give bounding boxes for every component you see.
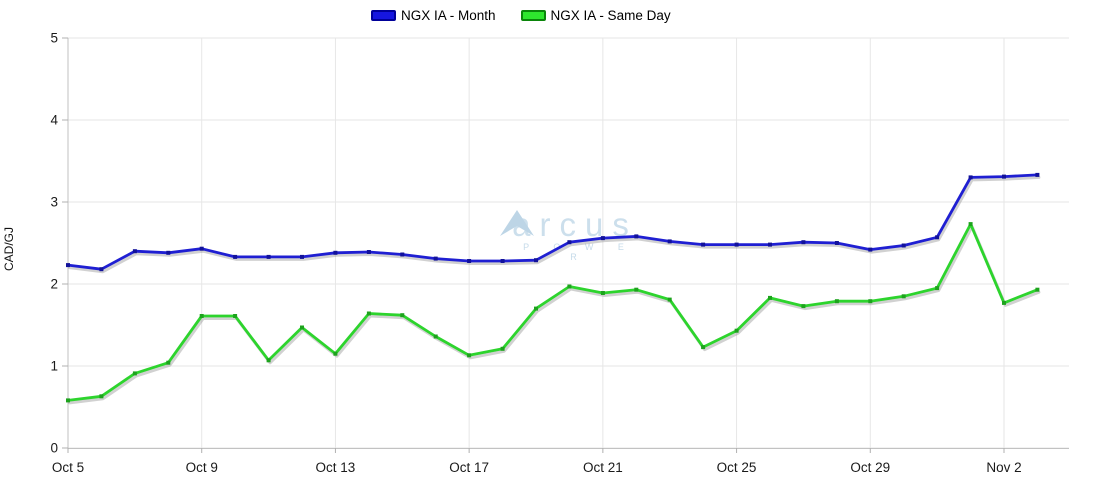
data-point-marker [968,175,973,180]
same-day-series-swatch-icon [520,10,546,21]
data-point-marker [634,234,639,239]
data-point-marker [300,325,304,330]
data-point-marker [467,353,472,358]
data-point-marker [1002,300,1006,305]
data-point-marker [199,314,204,318]
data-point-marker [400,313,405,318]
data-point-marker [801,304,806,309]
data-point-marker [166,250,171,255]
data-point-marker [734,242,739,247]
data-point-marker [534,258,538,263]
data-point-marker [199,246,204,251]
series-line-same-day [66,222,1039,402]
data-point-marker [600,291,605,295]
data-point-marker [868,299,873,304]
legend-item-month[interactable]: NGX IA - Month [371,8,496,23]
y-tick-label: 4 [50,113,58,128]
data-point-marker [266,254,271,259]
data-point-marker [233,254,238,259]
data-point-marker [300,254,304,259]
x-tick-label: Nov 2 [986,460,1021,475]
data-point-marker [467,259,472,263]
data-point-marker [500,259,505,263]
data-point-marker [1035,172,1040,177]
y-tick-label: 5 [50,31,58,46]
data-point-marker [1035,287,1040,292]
data-point-marker [132,249,137,254]
data-point-marker [968,222,973,227]
data-point-marker [901,294,906,299]
data-point-marker [935,286,940,291]
data-point-marker [66,263,70,268]
data-point-marker [1002,174,1006,179]
series-markers-month [66,172,1040,272]
y-tick-label: 0 [50,441,58,456]
data-point-marker [266,358,271,363]
data-point-marker [701,345,706,350]
data-point-marker [768,295,772,300]
data-point-marker [834,299,839,304]
data-point-marker [935,235,940,240]
series-shadow-month [68,175,1041,274]
data-point-marker [600,236,605,241]
legend-label-same-day: NGX IA - Same Day [550,8,671,23]
data-point-marker [400,252,405,257]
data-point-marker [166,360,171,365]
data-point-marker [433,256,438,261]
data-point-marker [901,243,906,248]
legend-label-month: NGX IA - Month [401,8,496,23]
data-point-marker [667,239,672,244]
data-point-marker [567,284,572,289]
x-tick-label: Oct 17 [449,460,489,475]
x-tick-label: Oct 9 [186,460,218,475]
data-point-marker [433,334,438,339]
data-point-marker [768,242,772,247]
series-shadow-same-day [68,225,1041,405]
x-tick-label: Oct 25 [717,460,757,475]
data-point-marker [868,247,873,252]
tick-labels: 0 1 2 3 4 5 Oct 5 Oct 9 Oct 13 Oct 17 Oct 21 Oct 25… [50,31,1021,476]
data-point-marker [701,242,706,247]
axes [62,37,1069,453]
data-point-marker [66,398,70,403]
data-point-marker [99,394,104,399]
series-markers-same-day [66,222,1040,403]
x-tick-label: Oct 13 [316,460,356,475]
data-point-marker [366,250,371,254]
data-point-marker [333,351,338,356]
x-tick-label: Oct 5 [52,460,84,475]
data-point-marker [132,371,137,376]
y-tick-label: 1 [50,359,58,374]
data-point-marker [801,240,806,245]
x-tick-label: Oct 29 [850,460,890,475]
chart-legend: NGX IA - Month NGX IA - Same Day [371,8,671,23]
series-month [66,173,1041,274]
y-tick-label: 3 [50,195,58,210]
data-point-marker [366,311,371,316]
data-point-marker [667,297,672,302]
legend-item-same-day[interactable]: NGX IA - Same Day [520,8,671,23]
data-point-marker [634,287,639,292]
data-point-marker [567,240,572,245]
series-line-month [66,173,1039,271]
month-series-swatch-icon [371,10,396,21]
data-point-marker [333,250,338,255]
series-same-day [66,222,1041,405]
data-point-marker [534,306,538,311]
data-point-marker [99,267,104,272]
data-point-marker [834,241,839,245]
y-tick-label: 2 [50,277,58,292]
x-tick-label: Oct 21 [583,460,623,475]
data-point-marker [233,314,238,318]
data-point-marker [734,328,739,333]
data-point-marker [500,346,505,351]
